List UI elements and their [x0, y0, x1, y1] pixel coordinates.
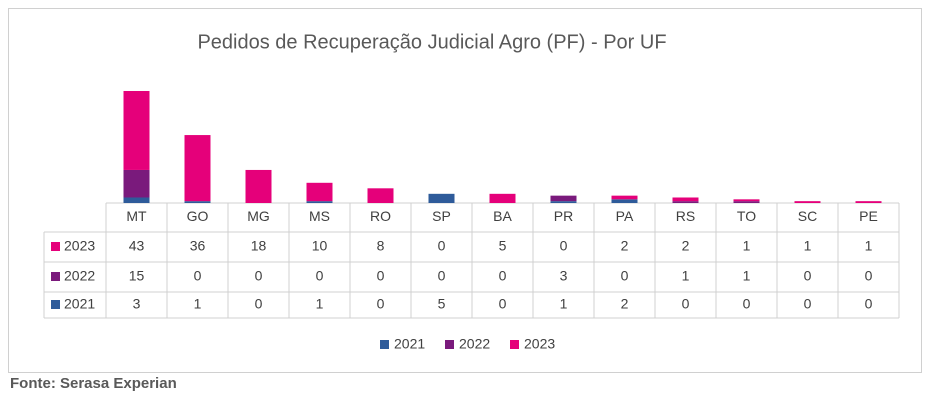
table-cell: 0 — [438, 238, 446, 254]
bar — [855, 201, 882, 203]
bar — [123, 169, 150, 198]
table-cell: 0 — [499, 268, 507, 284]
legend-key — [445, 340, 454, 349]
table-cell: 1 — [865, 238, 873, 254]
bar — [489, 193, 516, 203]
table-cell: 0 — [682, 296, 690, 312]
category-label: PR — [554, 208, 573, 224]
table-cell: 2 — [682, 238, 690, 254]
table-cell: 10 — [312, 238, 328, 254]
category-label: GO — [187, 208, 209, 224]
legend-label: 2022 — [459, 336, 490, 352]
row-label: 2022 — [64, 268, 95, 284]
legend-key — [51, 300, 60, 309]
bar — [306, 182, 333, 202]
bar — [550, 195, 577, 202]
category-label: PE — [859, 208, 878, 224]
row-label: 2021 — [64, 296, 95, 312]
bar — [184, 201, 211, 203]
category-label: BA — [493, 208, 512, 224]
table-cell: 5 — [438, 296, 446, 312]
row-label: 2023 — [64, 238, 95, 254]
table-cell: 18 — [251, 238, 267, 254]
table-cell: 5 — [499, 238, 507, 254]
table-cell: 0 — [621, 268, 629, 284]
bar — [794, 201, 821, 203]
category-label: RS — [676, 208, 695, 224]
table-cell: 3 — [133, 296, 141, 312]
chart-title: Pedidos de Recuperação Judicial Agro (PF… — [197, 31, 666, 53]
table-cell: 1 — [194, 296, 202, 312]
table-cell: 0 — [865, 268, 873, 284]
bar — [672, 201, 699, 203]
legend-key — [51, 272, 60, 281]
table-cell: 0 — [255, 268, 263, 284]
bar — [123, 197, 150, 203]
table-cell: 0 — [804, 296, 812, 312]
table-cell: 15 — [129, 268, 145, 284]
bar — [611, 199, 638, 203]
legend-key — [380, 340, 389, 349]
table-cell: 0 — [499, 296, 507, 312]
table-cell: 0 — [804, 268, 812, 284]
category-label: MG — [247, 208, 270, 224]
table-cell: 0 — [194, 268, 202, 284]
source: Fonte: Serasa Experian — [10, 375, 177, 392]
table-cell: 1 — [743, 238, 751, 254]
table-cell: 2 — [621, 238, 629, 254]
bar — [672, 197, 699, 202]
category-label: RO — [370, 208, 391, 224]
bar — [550, 201, 577, 203]
table-cell: 0 — [560, 238, 568, 254]
table-cell: 1 — [743, 268, 751, 284]
table-cell: 0 — [377, 268, 385, 284]
category-label: SP — [432, 208, 451, 224]
table-cell: 0 — [316, 268, 324, 284]
bar — [123, 91, 150, 170]
table-cell: 2 — [621, 296, 629, 312]
chart-frame — [8, 8, 922, 373]
table-cell: 1 — [560, 296, 568, 312]
legend-label: 2021 — [394, 336, 425, 352]
bar — [184, 135, 211, 202]
table-cell: 8 — [377, 238, 385, 254]
category-label: MT — [126, 208, 147, 224]
bar — [611, 195, 638, 200]
legend-key — [51, 242, 60, 251]
bar — [245, 169, 272, 203]
legend-key — [510, 340, 519, 349]
bar — [733, 201, 760, 203]
table-cell: 1 — [682, 268, 690, 284]
table-cell: 0 — [255, 296, 263, 312]
table-cell: 3 — [560, 268, 568, 284]
category-label: PA — [616, 208, 634, 224]
bar — [428, 193, 455, 203]
bar — [306, 201, 333, 203]
table-cell: 36 — [190, 238, 206, 254]
table-cell: 1 — [316, 296, 324, 312]
table-cell: 0 — [865, 296, 873, 312]
category-label: SC — [798, 208, 817, 224]
table-cell: 1 — [804, 238, 812, 254]
table-cell: 0 — [377, 296, 385, 312]
table-cell: 0 — [438, 268, 446, 284]
category-label: TO — [737, 208, 756, 224]
category-label: MS — [309, 208, 330, 224]
table-cell: 43 — [129, 238, 145, 254]
bar — [367, 188, 394, 203]
bar — [733, 199, 760, 202]
legend-label: 2023 — [524, 336, 555, 352]
table-cell: 0 — [743, 296, 751, 312]
